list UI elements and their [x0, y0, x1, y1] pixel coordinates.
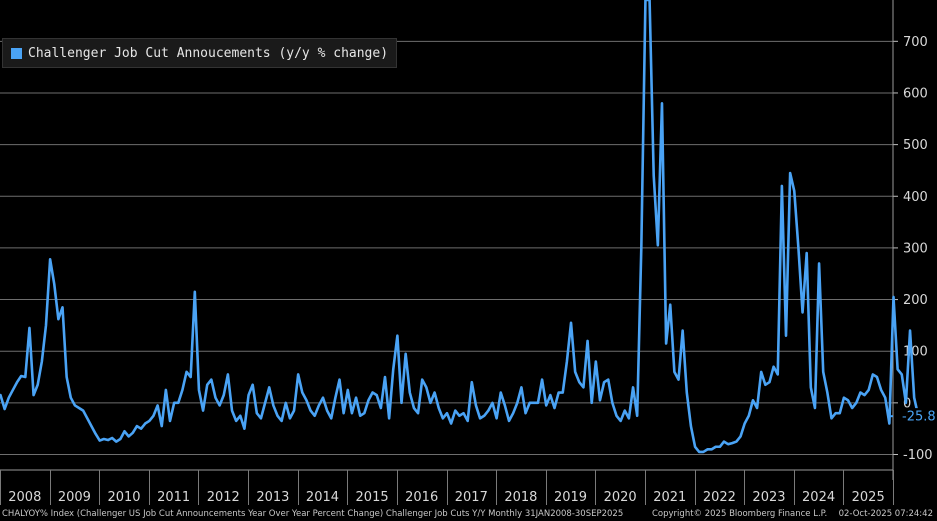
last-value-bg [894, 408, 937, 425]
y-tick-label: 600 [903, 86, 928, 101]
x-tick-label: 2023 [752, 490, 785, 505]
x-tick-label: 2012 [207, 490, 240, 505]
x-tick-label: 2019 [554, 490, 587, 505]
axis-layer: -100 0 100 200 300 400 500 600 700 [892, 0, 933, 480]
x-tick-label: 2025 [852, 490, 885, 505]
x-tick-label: 2009 [58, 490, 91, 505]
x-tick-label: 2020 [604, 490, 637, 505]
y-tick-label: 0 [903, 396, 911, 411]
x-tick-label: 2014 [306, 490, 339, 505]
y-tick-label: 500 [903, 138, 928, 153]
x-tick-label: 2015 [356, 490, 389, 505]
y-tick-label: 200 [903, 293, 928, 308]
x-tick-label: 2018 [504, 490, 537, 505]
x-tick-label: 2010 [107, 490, 140, 505]
y-tick-label: 300 [903, 241, 928, 256]
x-tick-label: 2024 [802, 490, 835, 505]
x-tick-label: 2008 [8, 490, 41, 505]
legend-swatch [11, 47, 22, 59]
x-tick-label: 2013 [256, 490, 289, 505]
x-tick-label: 2017 [455, 490, 488, 505]
legend: Challenger Job Cut Annoucements (y/y % c… [2, 38, 398, 68]
y-tick-label: -100 [903, 448, 933, 463]
x-tick-label: 2011 [157, 490, 190, 505]
footer-date: 02-Oct-2025 07:24:42 [838, 509, 933, 519]
footer-copyright: Copyright© 2025 Bloomberg Finance L.P. [652, 509, 828, 519]
y-tick-label: 400 [903, 190, 928, 205]
footer-source: CHALYOY% Index (Challenger US Job Cut An… [2, 509, 624, 519]
x-axis: 2008 2009 2010 2011 2012 2013 2014 2015 2016 2017… [0, 469, 894, 505]
legend-label: Challenger Job Cut Annoucements (y/y % c… [28, 45, 389, 61]
y-tick-label: 700 [903, 35, 928, 50]
footer: CHALYOY% Index (Challenger US Job Cut An… [0, 507, 937, 521]
series-line [0, 0, 920, 454]
last-value-marker: -25.8 [887, 408, 937, 425]
x-tick-label: 2016 [405, 490, 438, 505]
x-tick-label: 2021 [653, 490, 686, 505]
y-tick-label: 100 [903, 345, 928, 360]
last-value-label: -25.8 [902, 410, 936, 425]
grid-layer [0, 40, 893, 456]
series-layer [0, 0, 920, 454]
x-tick-label: 2022 [703, 490, 736, 505]
